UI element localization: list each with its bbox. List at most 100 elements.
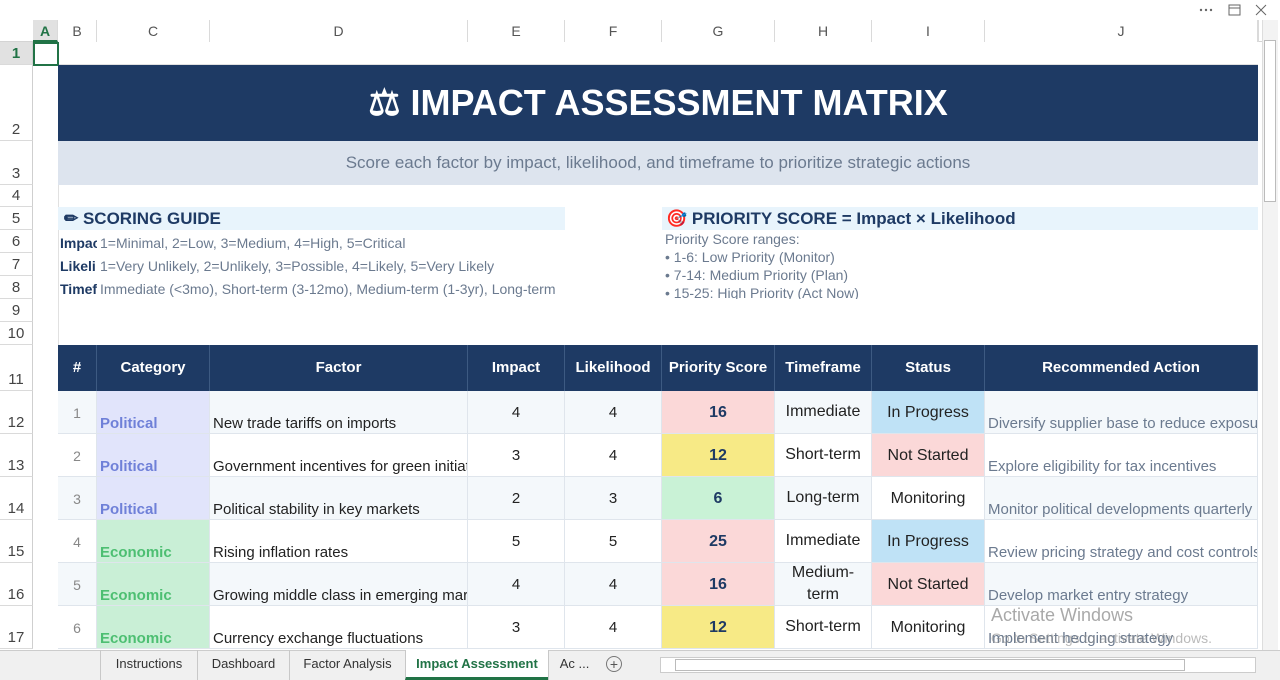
row-header[interactable]: 14 [0,477,33,520]
sheet-tab[interactable]: Factor Analysis [289,650,405,680]
row-header[interactable]: 6 [0,230,33,253]
recommended-action: Monitor political developments quarterly [985,477,1258,519]
row-bg [58,606,1258,649]
h-scroll-thumb[interactable] [675,659,1185,671]
column-header[interactable]: B [58,20,97,42]
table-header-cell: Priority Score [662,345,775,391]
tab-nav[interactable] [25,656,75,674]
score: 4 [565,606,662,648]
guide-label: Likeli [60,258,96,274]
guide-line: • 7-14: Medium Priority (Plan) [665,267,849,283]
row-header[interactable]: 5 [0,207,33,230]
row-bg [58,477,1258,520]
sheet-tab[interactable]: Ac ... [548,650,600,680]
column-header[interactable]: I [872,20,985,42]
timeframe: Medium-term [775,563,872,605]
header-gap [1258,20,1262,42]
table-header-cell: Category [97,345,210,391]
factor: Growing middle class in emerging mark [210,563,468,605]
sheet-tab[interactable]: Instructions [100,650,197,680]
title-banner: ⚖ IMPACT ASSESSMENT MATRIX [58,65,1258,141]
score: 3 [565,477,662,519]
row-header[interactable]: 1 [0,42,33,65]
row-bg [58,434,1258,477]
table-header-cell: Factor [210,345,468,391]
category: Political [97,477,210,519]
guide-line: • 1-6: Low Priority (Monitor) [665,249,835,265]
timeframe: Immediate [775,520,872,562]
scoring-guide-title: ✏ SCORING GUIDE [58,207,565,230]
status: In Progress [872,391,985,433]
column-header[interactable]: A [33,20,58,42]
row-bg [58,563,1258,606]
row-header[interactable]: 10 [0,322,33,345]
row-bg [58,391,1258,434]
row-header[interactable]: 17 [0,606,33,649]
window-controls[interactable] [1196,2,1276,18]
row-index: 2 [58,434,97,476]
row-header[interactable]: 7 [0,253,33,276]
score: 4 [565,434,662,476]
category: Political [97,434,210,476]
priority-score: 16 [662,563,775,605]
column-header[interactable]: J [985,20,1258,42]
table-header-cell: Timeframe [775,345,872,391]
timeframe: Immediate [775,391,872,433]
guide-text: 1=Minimal, 2=Low, 3=Medium, 4=High, 5=Cr… [100,235,406,251]
row-header[interactable]: 2 [0,65,33,141]
subtitle-band: Score each factor by impact, likelihood,… [58,141,1258,185]
row-index: 6 [58,606,97,648]
priority-score: 25 [662,520,775,562]
row-header[interactable]: 11 [0,345,33,391]
watermark-text: Go to Settings to activate Windows. [991,630,1212,646]
factor: Government incentives for green initiati… [210,434,468,476]
guide-text: Immediate (<3mo), Short-term (3-12mo), M… [100,281,556,297]
category: Economic [97,606,210,648]
watermark-title: Activate Windows [991,605,1134,625]
category: Economic [97,520,210,562]
row-header[interactable]: 9 [0,299,33,322]
column-header[interactable]: H [775,20,872,42]
factor: New trade tariffs on imports [210,391,468,433]
score: 3 [468,606,565,648]
column-header[interactable]: D [210,20,468,42]
column-header[interactable]: E [468,20,565,42]
recommended-action: Review pricing strategy and cost control… [985,520,1258,562]
column-header[interactable]: F [565,20,662,42]
sheet-tab[interactable]: Impact Assessment [405,650,548,680]
timeframe: Short-term [775,606,872,648]
row-header[interactable]: 8 [0,276,33,299]
guide-label: Timef [60,281,97,297]
row-header[interactable]: 13 [0,434,33,477]
guide-label: Impac [60,235,97,251]
column-header[interactable]: G [662,20,775,42]
priority-guide-title: 🎯 PRIORITY SCORE = Impact × Likelihood [662,207,1258,230]
priority-score: 6 [662,477,775,519]
guide-line: • 15-25: High Priority (Act Now) [665,285,859,299]
row-header[interactable]: 4 [0,185,33,207]
row-header[interactable]: 3 [0,141,33,185]
factor: Rising inflation rates [210,520,468,562]
recommended-action: Explore eligibility for tax incentives [985,434,1258,476]
row-bg [58,520,1258,563]
add-sheet[interactable]: + [606,656,622,672]
score: 4 [468,391,565,433]
column-header[interactable]: C [97,20,210,42]
category: Economic [97,563,210,605]
row-header[interactable]: 16 [0,563,33,606]
grid-row-1 [33,64,1258,65]
status: Not Started [872,563,985,605]
priority-guide-body: Priority Score ranges: • 1-6: Low Priorit… [665,230,1255,299]
row-header[interactable]: 12 [0,391,33,434]
scroll-thumb[interactable] [1264,40,1276,202]
timeframe: Short-term [775,434,872,476]
sheet-tab[interactable]: Dashboard [197,650,289,680]
status: Monitoring [872,477,985,519]
row-index: 1 [58,391,97,433]
row-header[interactable]: 15 [0,520,33,563]
table-header-cell: # [58,345,97,391]
status: Monitoring [872,606,985,648]
table-header-cell: Status [872,345,985,391]
status: In Progress [872,520,985,562]
